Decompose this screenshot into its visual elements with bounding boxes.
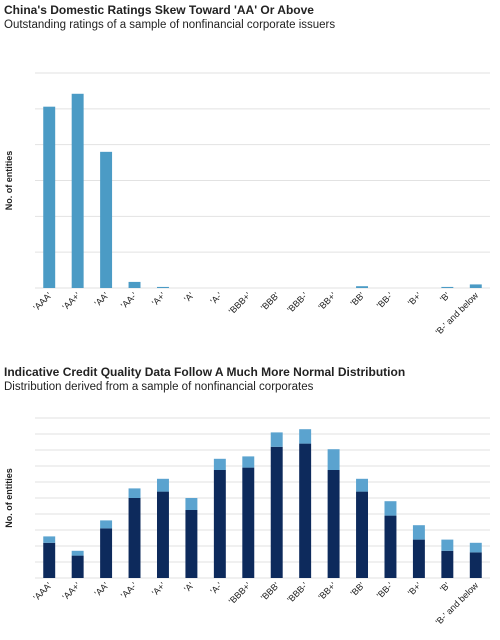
bar-segment	[270, 446, 283, 578]
x-tick-label: 'BB'	[348, 290, 366, 308]
x-tick-label: 'AAA'	[31, 290, 53, 312]
bar-segment	[469, 542, 482, 553]
bar-segment	[43, 536, 56, 543]
x-tick-label: 'A'	[182, 290, 196, 304]
x-tick-label: 'BBB'	[259, 580, 281, 602]
bar-segment	[100, 528, 113, 578]
bar	[100, 151, 113, 288]
bar-segment	[412, 525, 425, 540]
bar-segment	[384, 515, 397, 578]
x-tick-label: 'AA'	[93, 290, 111, 308]
bar-segment	[43, 542, 56, 578]
bar-segment	[100, 520, 113, 529]
bar-segment	[441, 550, 454, 578]
bar	[43, 106, 56, 288]
x-tick-label: 'BB-'	[375, 580, 395, 600]
x-tick-label: 'A-'	[208, 290, 224, 306]
bar-segment	[71, 555, 84, 578]
bar-segment	[213, 458, 226, 470]
x-tick-label: 'BBB-'	[285, 580, 310, 605]
x-tick-label: 'AA+'	[60, 580, 82, 602]
x-tick-label: 'AA+'	[60, 290, 82, 312]
bar-segment	[156, 478, 169, 492]
x-tick-label: 'BB'	[348, 580, 366, 598]
x-tick-label: 'AAA'	[31, 580, 53, 602]
bar-segment	[185, 498, 198, 510]
bar-segment	[71, 550, 84, 556]
x-tick-label: 'B+'	[406, 290, 424, 308]
x-tick-label: 'AA-'	[119, 580, 139, 600]
x-tick-label: 'BBB'	[259, 290, 281, 312]
bar	[441, 286, 454, 288]
x-tick-label: 'BB+'	[316, 580, 338, 602]
x-tick-label: 'BB+'	[316, 290, 338, 312]
x-tick-label: 'AA'	[93, 580, 111, 598]
bar-segment	[469, 552, 482, 578]
chart-title: Indicative Credit Quality Data Follow A …	[4, 365, 405, 379]
bar	[128, 281, 141, 288]
bar	[356, 286, 369, 288]
bar-segment	[128, 498, 141, 578]
bar	[71, 93, 84, 289]
bar-segment	[356, 478, 369, 492]
bar-segment	[213, 470, 226, 578]
bar	[156, 286, 169, 288]
y-axis-label: No. of entities	[4, 151, 14, 211]
x-tick-label: 'A'	[182, 580, 196, 594]
x-tick-label: 'BBB-'	[285, 290, 310, 315]
x-tick-label: 'BB-'	[375, 290, 395, 310]
bar-segment	[327, 470, 340, 578]
chart-title: China's Domestic Ratings Skew Toward 'AA…	[4, 3, 314, 17]
x-tick-label: 'A+'	[150, 290, 168, 308]
bar-segment	[128, 488, 141, 498]
x-tick-label: 'B+'	[406, 580, 424, 598]
bar-segment	[299, 443, 312, 578]
bar-segment	[356, 491, 369, 578]
x-tick-label: 'AA-'	[119, 290, 139, 310]
chart-subtitle: Distribution derived from a sample of no…	[4, 381, 314, 393]
bar-segment	[299, 429, 312, 444]
bar-segment	[242, 467, 255, 578]
bar-segment	[412, 539, 425, 578]
bar-segment	[156, 491, 169, 578]
y-axis-label: No. of entities	[4, 468, 14, 528]
bar-segment	[185, 510, 198, 578]
x-tick-label: 'A-'	[208, 580, 224, 596]
x-tick-label: 'B'	[438, 580, 452, 594]
bar-segment	[441, 539, 454, 551]
x-tick-label: 'BBB+'	[227, 580, 253, 606]
bar-segment	[327, 449, 340, 470]
bar-segment	[384, 501, 397, 516]
bar-segment	[270, 432, 283, 447]
bar-segment	[242, 456, 255, 468]
x-tick-label: 'A+'	[150, 580, 168, 598]
x-tick-label: 'B'	[438, 290, 452, 304]
chart-subtitle: Outstanding ratings of a sample of nonfi…	[4, 19, 335, 31]
x-tick-label: 'BBB+'	[227, 290, 253, 316]
bar	[469, 284, 482, 288]
